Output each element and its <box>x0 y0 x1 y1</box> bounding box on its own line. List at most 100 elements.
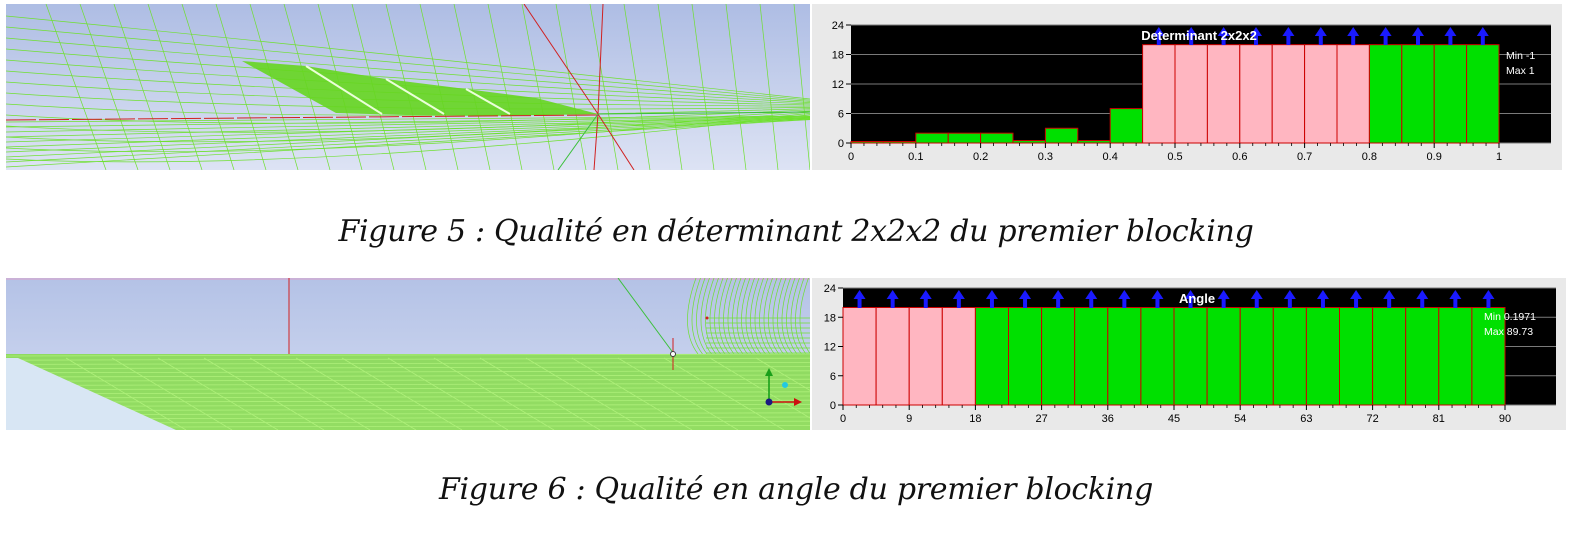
histogram-bar <box>1008 307 1043 406</box>
mesh-line <box>6 362 810 365</box>
histogram-bar <box>947 132 982 144</box>
mesh-line <box>691 4 715 170</box>
mesh-line <box>387 357 509 430</box>
y-tick-label: 18 <box>832 50 844 62</box>
mesh-viewport-1[interactable] <box>6 4 810 170</box>
mesh-line <box>6 408 810 412</box>
mesh-line <box>45 4 107 170</box>
mesh-line <box>687 278 699 355</box>
mesh-line <box>6 378 810 382</box>
mesh-line <box>249 4 299 170</box>
overflow-arrow-head-icon <box>886 290 899 299</box>
mesh-line <box>295 357 417 430</box>
max-label: Max 1 <box>1506 65 1535 77</box>
x-tick-label: 0.9 <box>1427 151 1442 163</box>
mesh-line <box>6 391 810 395</box>
overflow-arrow-head-icon <box>1316 290 1329 299</box>
mesh-line <box>763 278 775 355</box>
figure-6-caption: Figure 6 : Qualité en angle du premier b… <box>439 472 1153 507</box>
mesh-line <box>6 118 810 163</box>
overflow-arrow-head-icon <box>1250 27 1262 36</box>
x-tick-label: 0.2 <box>973 151 988 163</box>
x-tick-label: 9 <box>906 413 912 425</box>
histogram-panel-2[interactable]: 0 6 12 18 24 0 9 18 27 36 45 54 63 72 81 90 Angle Min 0.1… <box>812 278 1566 430</box>
mesh-line <box>341 357 463 430</box>
mesh-line <box>453 4 491 170</box>
histogram-bar <box>1271 44 1306 144</box>
x-tick-label: 72 <box>1366 413 1378 425</box>
x-tick-label: 0.7 <box>1297 151 1312 163</box>
mesh-line <box>777 278 789 355</box>
overflow-arrow-head-icon <box>1282 27 1295 36</box>
mesh-line <box>6 116 810 138</box>
overflow-arrow-head-icon <box>1350 290 1363 299</box>
mesh-line <box>6 26 810 101</box>
histogram-bar <box>1336 44 1370 144</box>
histogram-bar <box>1012 140 1046 144</box>
mesh-line <box>6 116 810 128</box>
y-tick-label: 6 <box>830 371 836 383</box>
y-tick-label: 6 <box>838 109 844 121</box>
histogram-panel-1[interactable]: 0 6 12 18 24 0 0.1 0.2 0.3 0.4 0.5 0.6 0.7 0.8 0.9 1 Det… <box>812 4 1562 170</box>
x-tick-label: 0.4 <box>1103 151 1118 163</box>
y-tick-label: 0 <box>838 138 844 150</box>
mesh-line <box>799 278 810 354</box>
histogram-bar <box>1239 307 1274 406</box>
histogram-bar <box>1142 44 1176 144</box>
histogram-bar <box>1401 44 1435 144</box>
mesh-line <box>663 357 785 430</box>
mesh-line <box>111 357 233 430</box>
histogram-bar <box>980 132 1014 144</box>
mesh-viewport-2-svg <box>6 278 810 430</box>
x-tick-label: 90 <box>1499 413 1511 425</box>
mesh-wireframe-2 <box>687 278 810 355</box>
mesh-line <box>6 115 810 123</box>
histogram-bar <box>1044 127 1079 144</box>
mesh-line <box>571 357 693 430</box>
mesh-line <box>6 357 810 361</box>
x-tick-label: 0.6 <box>1232 151 1247 163</box>
mesh-line <box>6 119 810 168</box>
overflow-arrow-head-icon <box>952 290 965 299</box>
mesh-line <box>215 4 267 170</box>
mesh-line <box>157 357 279 430</box>
histogram-bar <box>1206 307 1241 406</box>
mesh-line <box>741 278 753 355</box>
mesh-line <box>479 357 601 430</box>
y-tick-label: 24 <box>824 283 836 295</box>
histogram-bar <box>1206 44 1241 144</box>
mesh-line <box>65 357 187 430</box>
overflow-arrow-head-icon <box>1444 27 1457 36</box>
mesh-line <box>6 117 810 143</box>
overflow-arrow-head-icon <box>1217 27 1230 36</box>
mesh-viewport-2[interactable] <box>6 278 810 430</box>
histogram-bar <box>1405 307 1440 406</box>
histogram-bar <box>875 307 910 406</box>
overflow-arrow-head-icon <box>1250 290 1263 299</box>
mesh-line <box>6 37 810 102</box>
mesh-line <box>555 4 587 170</box>
overflow-arrow-head-icon <box>1019 290 1032 299</box>
mesh-line <box>6 370 810 374</box>
histogram-bar <box>1173 307 1208 406</box>
mesh-line <box>249 357 371 430</box>
histogram-bar <box>1471 307 1506 406</box>
mesh-line <box>521 4 555 170</box>
mesh-line <box>790 278 802 355</box>
histogram-bar <box>842 307 877 406</box>
mesh-line <box>709 278 721 355</box>
mesh-line <box>732 278 744 355</box>
histogram-bar <box>1041 307 1076 406</box>
mesh-line <box>781 278 793 355</box>
chart-title: Angle <box>1179 291 1215 306</box>
histogram-bar <box>1174 44 1208 144</box>
overflow-arrow-head-icon <box>1482 290 1495 299</box>
overflow-arrow-head-icon <box>1151 290 1164 299</box>
histogram-bar <box>1239 44 1273 144</box>
histogram-bar <box>1339 307 1374 406</box>
histogram-bar <box>1077 140 1111 144</box>
histogram-bar <box>1074 307 1109 406</box>
mesh-wireframe <box>6 4 810 170</box>
x-tick-label: 0 <box>848 151 854 163</box>
mesh-line <box>768 278 780 355</box>
